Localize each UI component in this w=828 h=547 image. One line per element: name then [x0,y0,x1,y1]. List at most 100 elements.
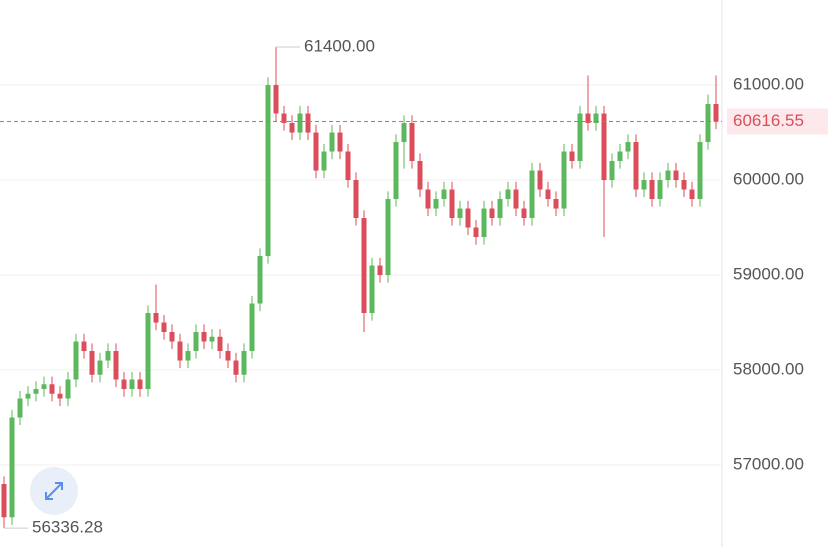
candle-body [89,351,95,375]
candle-body [129,379,135,390]
candle-body [57,393,63,399]
candle-body [281,113,287,124]
candle-body [105,351,111,361]
candle-body [9,417,15,518]
candle-body [473,227,479,238]
candle-body [81,341,87,352]
candle-body [265,85,271,257]
candle-body [33,389,39,394]
candle-body [601,113,607,181]
candle-body [433,199,439,209]
candle-body [41,384,47,390]
candle-body [457,208,463,219]
candle-body [241,351,247,375]
candle-body [153,313,159,323]
candle-body [345,151,351,181]
candle-body [713,104,719,122]
candle-body [417,161,423,190]
candle-body [657,180,663,200]
y-tick-label: 58000.00 [733,360,804,379]
candle-body [361,218,367,314]
candle-body [401,123,407,143]
candle-body [673,170,679,181]
candle-body [73,341,79,380]
candle-body [441,189,447,200]
candle-body [513,189,519,209]
candle-body [681,180,687,190]
candle-body [649,180,655,200]
candle-body [225,351,231,361]
candle-body [489,208,495,219]
candle-body [297,113,303,133]
candle-body [201,332,207,342]
candle-body [185,351,191,361]
candle-body [577,113,583,162]
candle-body [113,351,119,380]
candle-body [217,336,223,352]
candle-body [585,113,591,124]
candle-body [193,332,199,352]
candle-body [497,199,503,219]
candle-body [97,360,103,375]
candle-body [249,303,255,352]
last-price-box [727,108,828,135]
candle-body [177,341,183,361]
candle-body [465,208,471,228]
candle-body [705,104,711,143]
y-tick-label: 57000.00 [733,455,804,474]
candle-body [481,208,487,238]
candle-body [145,313,151,390]
candle-body [425,189,431,209]
candle-body [545,189,551,200]
candle-body [169,332,175,342]
last-price-label: 60616.55 [733,111,804,130]
candle-body [353,180,359,219]
y-tick-label: 59000.00 [733,265,804,284]
candle-body [233,360,239,375]
candle-body [561,151,567,209]
y-tick-label: 60000.00 [733,170,804,189]
candle-body [537,170,543,190]
candle-body [409,123,415,162]
candle-body [553,199,559,209]
candle-body [641,180,647,190]
expand-button[interactable] [30,467,78,515]
candle-body [257,256,263,304]
candle-body [609,161,615,181]
candle-body [633,142,639,190]
candle-body [505,189,511,200]
candle-body [369,265,375,314]
annotation-label: 56336.28 [32,518,103,537]
candle-body [625,142,631,152]
candle-body [449,189,455,219]
candle-body [289,123,295,133]
candle-body [273,85,279,114]
candle-body [529,170,535,219]
candle-body [393,142,399,200]
candle-body [617,151,623,162]
candle-body [25,393,31,399]
candle-body [385,199,391,276]
candle-body [65,379,71,399]
candle-body [137,379,143,390]
annotation-label: 61400.00 [304,37,375,56]
candle-body [305,113,311,133]
candle-body [377,265,383,276]
candle-body [569,151,575,162]
candle-body [665,170,671,181]
candle-body [209,336,215,342]
candle-body [521,208,527,219]
candle-body [17,398,23,418]
candle-body [689,189,695,200]
candle-body [337,132,343,152]
expand-icon[interactable] [45,482,63,500]
candle-body [321,151,327,171]
y-tick-label: 61000.00 [733,75,804,94]
candle-body [313,132,319,171]
candle-body [329,132,335,152]
candle-body [697,142,703,200]
candle-body [121,379,127,390]
candle-body [49,384,55,394]
